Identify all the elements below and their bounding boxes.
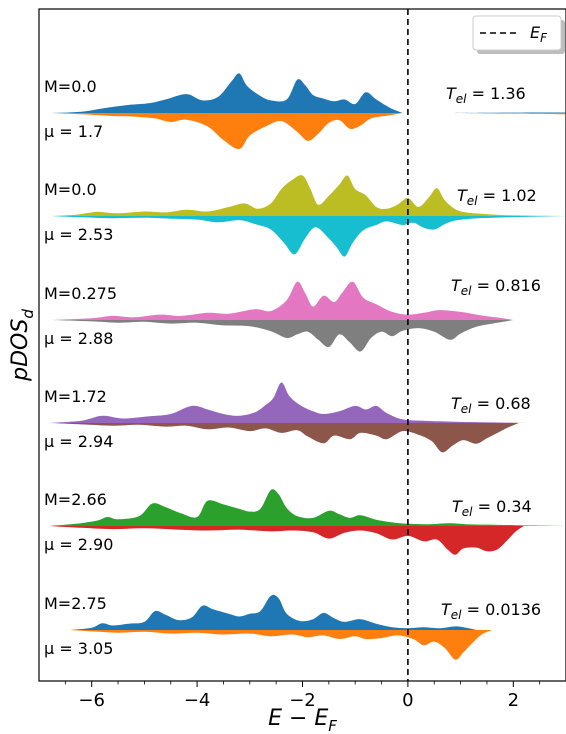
x-tick-label: 2 bbox=[508, 690, 519, 711]
spin-down-area bbox=[70, 630, 493, 660]
spin-down-tail-area bbox=[450, 113, 566, 115]
spin-down-area bbox=[49, 423, 519, 453]
electron-temperature-label: Tel = 1.36 bbox=[446, 84, 526, 106]
x-tick-label: −2 bbox=[289, 690, 316, 711]
electron-temperature-label: Tel = 0.68 bbox=[451, 394, 531, 416]
legend-frame bbox=[472, 15, 562, 51]
y-axis-title-sub: d bbox=[19, 309, 37, 319]
electron-temperature-label: Tel = 0.0136 bbox=[441, 600, 541, 622]
chemical-potential-label: μ = 2.90 bbox=[44, 535, 113, 554]
spin-up-area bbox=[49, 281, 514, 320]
dos-panel-6: M=2.75 μ = 3.05 Tel = 0.0136 bbox=[44, 594, 541, 660]
electron-temperature-label: Tel = 0.34 bbox=[452, 497, 532, 519]
dos-panel-3: M=0.275 μ = 2.88 Tel = 0.816 bbox=[44, 276, 541, 352]
magnetization-label: M=2.75 bbox=[44, 594, 107, 613]
y-axis-title: pDOSd bbox=[8, 309, 37, 382]
legend-box: EF bbox=[472, 15, 565, 54]
x-tick-label: 0 bbox=[402, 690, 413, 711]
x-tick-label: −6 bbox=[78, 690, 105, 711]
chemical-potential-label: μ = 2.88 bbox=[44, 329, 113, 348]
spin-up-tail-area bbox=[450, 112, 566, 113]
spin-up-area bbox=[70, 594, 477, 630]
chemical-potential-label: μ = 3.05 bbox=[44, 639, 113, 658]
x-axis-title-sub: F bbox=[328, 717, 337, 734]
dos-panel-1: M=0.0 μ = 1.7 Tel = 1.36 bbox=[44, 73, 566, 150]
spin-down-area bbox=[49, 526, 524, 555]
dos-panel-2: M=0.0 μ = 2.53 Tel = 1.02 bbox=[44, 175, 566, 257]
spin-down-area bbox=[49, 113, 403, 150]
x-axis: −6 −4 −2 0 2 bbox=[64, 681, 541, 711]
chemical-potential-label: μ = 2.94 bbox=[44, 432, 113, 451]
spin-up-area bbox=[49, 73, 403, 113]
electron-temperature-label: Tel = 0.816 bbox=[451, 276, 541, 298]
spin-down-area bbox=[49, 216, 566, 257]
dos-panel-4: M=1.72 μ = 2.94 Tel = 0.68 bbox=[44, 382, 531, 453]
electron-temperature-label: Tel = 1.02 bbox=[457, 186, 537, 208]
spin-up-area bbox=[49, 175, 566, 216]
chemical-potential-label: μ = 1.7 bbox=[44, 122, 103, 141]
chemical-potential-label: μ = 2.53 bbox=[44, 225, 113, 244]
magnetization-label: M=0.0 bbox=[44, 180, 97, 199]
magnetization-label: M=0.0 bbox=[44, 77, 97, 96]
spin-up-area bbox=[49, 489, 566, 526]
magnetization-label: M=2.66 bbox=[44, 490, 107, 509]
spin-up-area bbox=[49, 382, 524, 423]
x-tick-label: −4 bbox=[184, 690, 211, 711]
magnetization-label: M=0.275 bbox=[44, 284, 117, 303]
magnetization-label: M=1.72 bbox=[44, 387, 107, 406]
dos-panel-5: M=2.66 μ = 2.90 Tel = 0.34 bbox=[44, 489, 566, 555]
spin-down-area bbox=[49, 320, 514, 352]
panels-layer: M=0.0 μ = 1.7 Tel = 1.36 M=0.0 μ = 2.53 Tel =… bbox=[44, 73, 566, 660]
x-axis-title: E − EF bbox=[268, 706, 337, 734]
legend-label: EF bbox=[530, 23, 548, 45]
